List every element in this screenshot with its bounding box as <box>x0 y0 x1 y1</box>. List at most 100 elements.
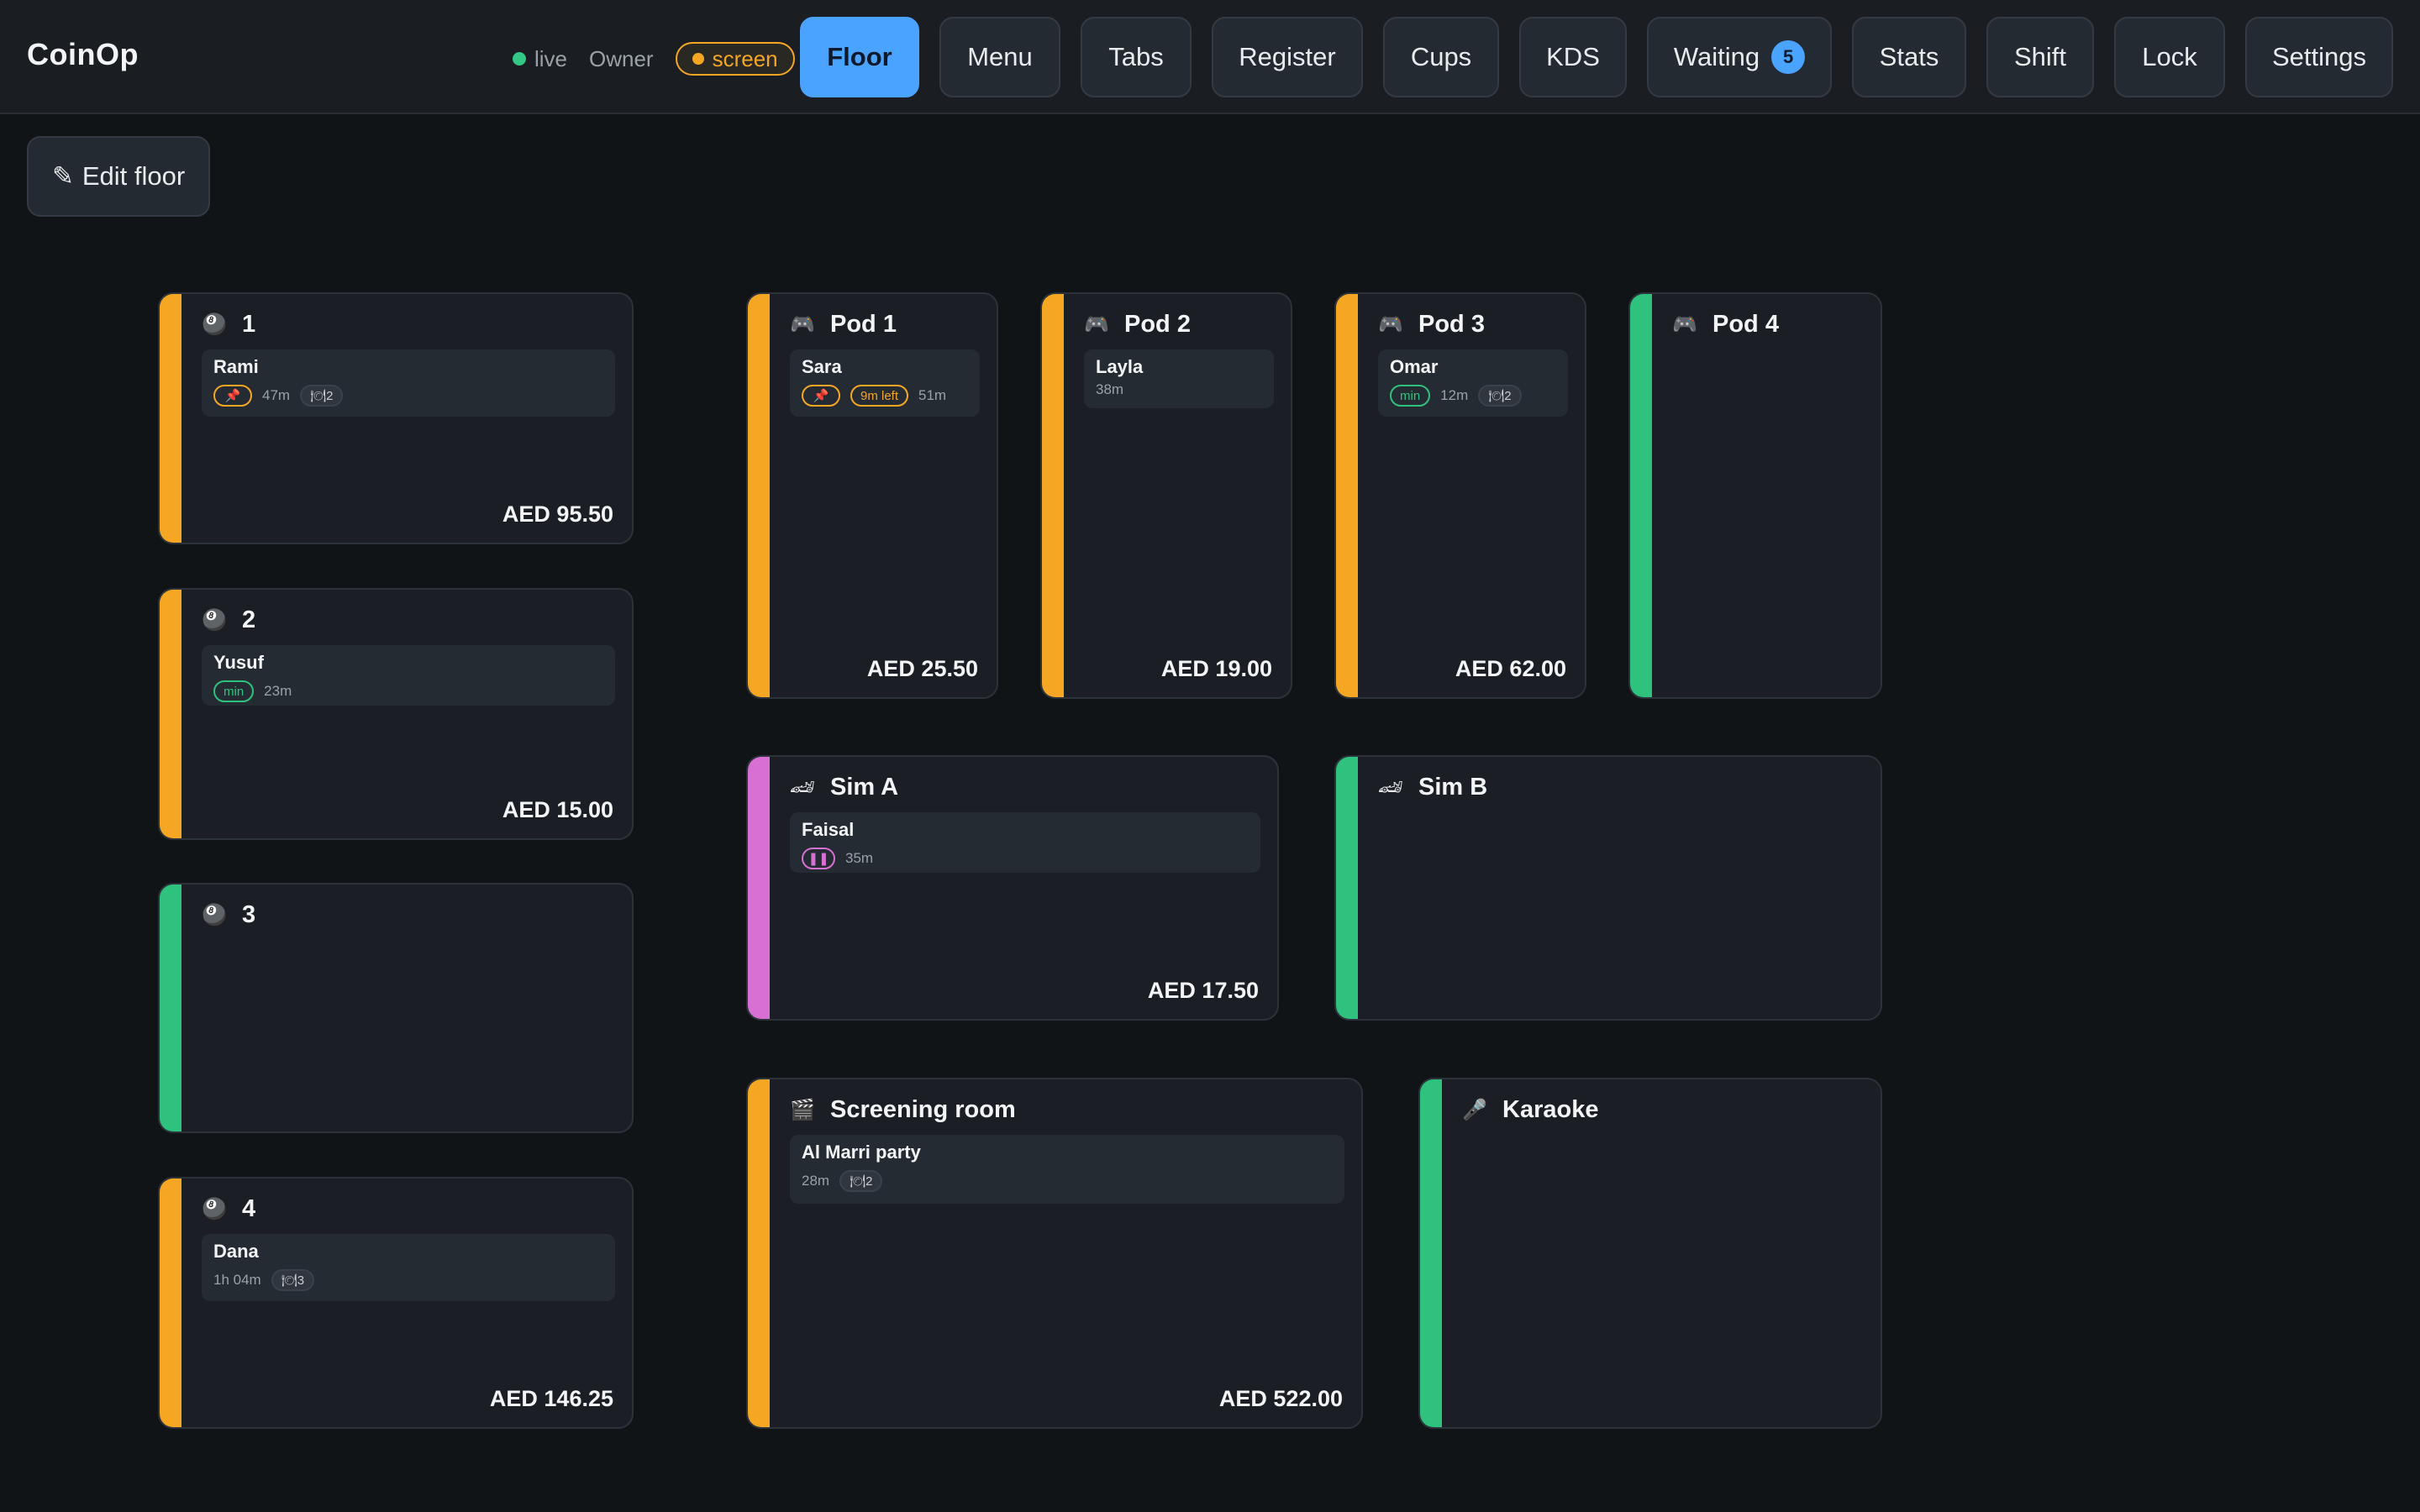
status-stripe <box>160 590 182 838</box>
table-total: AED 17.50 <box>1147 978 1259 1003</box>
session-card[interactable]: Faisal ❚❚ 35m <box>790 812 1260 873</box>
user-role: Owner <box>589 45 654 71</box>
elapsed-time: 47m <box>262 387 291 403</box>
edit-floor-button[interactable]: ✎ Edit floor <box>27 136 210 217</box>
tab-waiting[interactable]: Waiting 5 <box>1647 17 1832 97</box>
covers-badge: 🍽 2 <box>300 385 344 407</box>
session-card[interactable]: Layla 38m <box>1084 349 1274 408</box>
gamepad-icon: 🎮 <box>1084 312 1109 336</box>
covers-badge: 🍽 2 <box>1478 385 1522 407</box>
table-card-karaoke[interactable]: 🎤 Karaoke <box>1418 1078 1882 1429</box>
elapsed-time: 28m <box>802 1173 830 1189</box>
table-card-pod-3[interactable]: 🎮 Pod 3 Omar min 12m 🍽 2 AED 62.00 <box>1334 292 1586 699</box>
table-total: AED 62.00 <box>1455 656 1566 681</box>
table-card-screening-room[interactable]: 🎬 Screening room Al Marri party 28m 🍽 2 A… <box>746 1078 1363 1429</box>
waiting-count-badge: 5 <box>1771 40 1806 74</box>
table-total: AED 95.50 <box>502 501 613 527</box>
elapsed-time: 38m <box>1096 381 1124 397</box>
plate-icon: 🍽 <box>281 1273 297 1288</box>
min-badge: min <box>213 680 255 702</box>
table-name: Screening room <box>830 1096 1016 1123</box>
table-name: Pod 2 <box>1124 311 1191 338</box>
guest-name: Sara <box>802 356 842 377</box>
race-car-icon: 🏎 <box>1377 775 1404 799</box>
status-stripe <box>1336 294 1358 697</box>
tab-register[interactable]: Register <box>1212 17 1363 97</box>
tab-waiting-label: Waiting <box>1673 42 1760 71</box>
pause-icon: ❚❚ <box>802 848 835 869</box>
guest-name: Faisal <box>802 819 855 840</box>
plate-icon: 🍽 <box>850 1174 866 1189</box>
status-stripe <box>748 1079 770 1427</box>
top-bar: CoinOp live Owner screen Floor Menu Tabs… <box>0 0 2420 114</box>
table-card-sim-b[interactable]: 🏎 Sim B <box>1334 755 1882 1021</box>
session-card[interactable]: Al Marri party 28m 🍽 2 <box>790 1135 1344 1204</box>
table-total: AED 25.50 <box>866 656 978 681</box>
min-badge: min <box>1390 385 1431 407</box>
elapsed-time: 23m <box>264 683 292 699</box>
table-total: AED 146.25 <box>489 1386 613 1411</box>
status-stripe <box>160 294 182 543</box>
guest-name: Layla <box>1096 356 1144 377</box>
live-status: live <box>534 45 568 71</box>
pool-ball-icon: 🎱 <box>202 903 227 927</box>
session-card[interactable]: Omar min 12m 🍽 2 <box>1378 349 1568 417</box>
screen-mode-badge[interactable]: screen <box>675 42 795 76</box>
status-stripe <box>160 885 182 1131</box>
status-stripe <box>1420 1079 1442 1427</box>
guest-name: Dana <box>213 1241 259 1262</box>
tab-settings[interactable]: Settings <box>2245 17 2393 97</box>
table-total: AED 522.00 <box>1218 1386 1343 1411</box>
tab-floor[interactable]: Floor <box>800 17 919 97</box>
tab-cups[interactable]: Cups <box>1383 17 1499 97</box>
covers-badge: 🍽 2 <box>839 1170 883 1192</box>
table-name: Karaoke <box>1502 1096 1599 1123</box>
table-name: Sim A <box>830 774 899 801</box>
pool-ball-icon: 🎱 <box>202 1197 227 1221</box>
gamepad-icon: 🎮 <box>1672 312 1697 336</box>
tab-menu[interactable]: Menu <box>939 17 1060 97</box>
guest-name: Yusuf <box>213 652 264 673</box>
elapsed-time: 51m <box>918 387 947 403</box>
guest-name: Al Marri party <box>802 1142 921 1163</box>
tab-lock[interactable]: Lock <box>2114 17 2225 97</box>
table-card-pod-2[interactable]: 🎮 Pod 2 Layla 38m AED 19.00 <box>1040 292 1292 699</box>
clapperboard-icon: 🎬 <box>790 1098 815 1121</box>
status-indicators: live Owner screen <box>513 42 795 76</box>
session-card[interactable]: Dana 1h 04m 🍽 3 <box>202 1234 615 1301</box>
session-card[interactable]: Yusuf min 23m <box>202 645 615 706</box>
table-card-pod-4[interactable]: 🎮 Pod 4 <box>1628 292 1882 699</box>
table-name: 2 <box>242 606 256 633</box>
table-card-pool-3[interactable]: 🎱 3 <box>158 883 634 1133</box>
status-stripe <box>1336 757 1358 1019</box>
table-card-pool-4[interactable]: 🎱 4 Dana 1h 04m 🍽 3 AED 146.25 <box>158 1177 634 1429</box>
covers-count: 2 <box>865 1173 873 1189</box>
status-stripe <box>1630 294 1652 697</box>
plate-icon: 🍽 <box>310 389 327 403</box>
race-car-icon: 🏎 <box>789 775 816 799</box>
table-card-pod-1[interactable]: 🎮 Pod 1 Sara 📌 9m left 51m AED 25.50 <box>746 292 998 699</box>
tab-kds[interactable]: KDS <box>1519 17 1627 97</box>
tab-tabs[interactable]: Tabs <box>1081 17 1192 97</box>
session-card[interactable]: Rami 📌 47m 🍽 2 <box>202 349 615 417</box>
pin-icon: 📌 <box>213 385 252 407</box>
pin-icon: 📌 <box>802 385 840 407</box>
tab-stats[interactable]: Stats <box>1852 17 1966 97</box>
table-name: Pod 4 <box>1712 311 1779 338</box>
plate-icon: 🍽 <box>1488 389 1505 403</box>
table-card-pool-1[interactable]: 🎱 1 Rami 📌 47m 🍽 2 AED 95.50 <box>158 292 634 544</box>
table-name: Pod 3 <box>1418 311 1485 338</box>
tab-shift[interactable]: Shift <box>1986 17 2094 97</box>
table-card-pool-2[interactable]: 🎱 2 Yusuf min 23m AED 15.00 <box>158 588 634 840</box>
pencil-icon: ✎ <box>51 161 74 191</box>
table-card-sim-a[interactable]: 🏎 Sim A Faisal ❚❚ 35m AED 17.50 <box>746 755 1279 1021</box>
session-card[interactable]: Sara 📌 9m left 51m <box>790 349 980 417</box>
status-stripe <box>748 294 770 697</box>
table-total: AED 19.00 <box>1160 656 1272 681</box>
app-title: CoinOp <box>27 37 139 71</box>
gamepad-icon: 🎮 <box>1378 312 1403 336</box>
covers-count: 2 <box>326 388 334 403</box>
guest-name: Rami <box>213 356 259 377</box>
edit-floor-label: Edit floor <box>82 161 186 191</box>
status-stripe <box>160 1179 182 1427</box>
